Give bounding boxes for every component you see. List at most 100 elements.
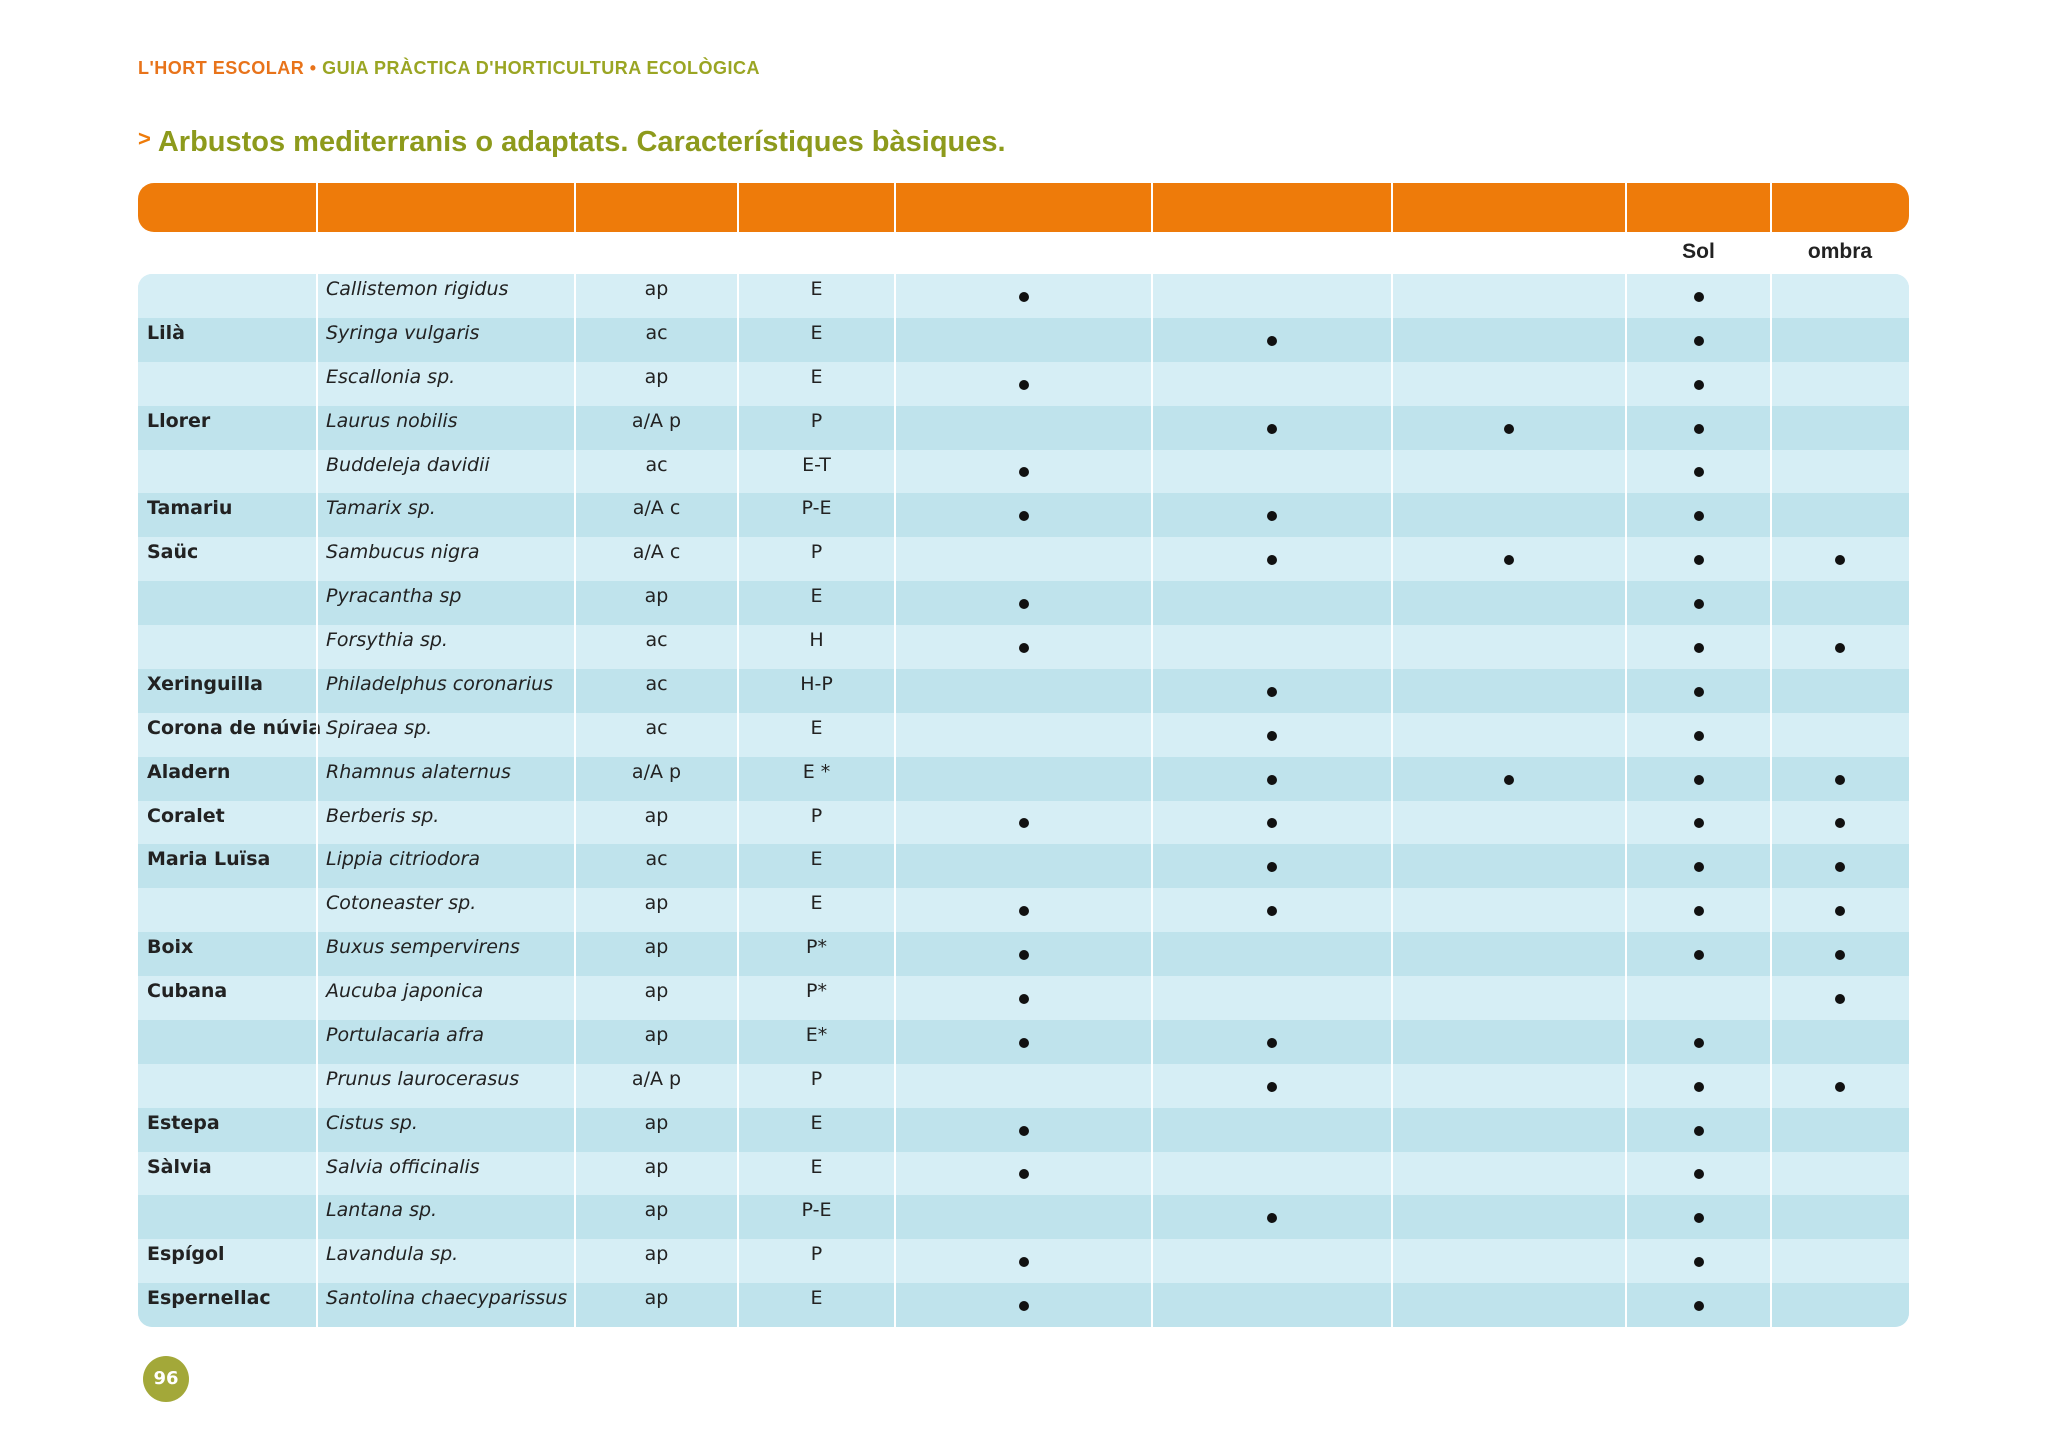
common-name: Espernellac bbox=[147, 1287, 271, 1310]
dot bbox=[1018, 1169, 1029, 1180]
column-divider bbox=[1625, 274, 1627, 1327]
page-number: 96 bbox=[143, 1356, 189, 1402]
guide-title: GUIA PRÀCTICA D'HORTICULTURA ECOLÒGICA bbox=[322, 58, 761, 78]
row-band bbox=[138, 537, 1909, 582]
dot bbox=[1018, 291, 1029, 302]
species: Portulacaria afra bbox=[326, 1023, 484, 1046]
separator: • bbox=[309, 58, 317, 78]
dot bbox=[1835, 862, 1845, 873]
common-name: Sàlvia bbox=[147, 1155, 212, 1178]
species: Cistus sp. bbox=[326, 1111, 418, 1134]
habit: ap bbox=[644, 1023, 669, 1046]
habit: ap bbox=[644, 1155, 669, 1178]
dot bbox=[1693, 774, 1704, 785]
dot bbox=[1693, 1257, 1704, 1268]
header-divider bbox=[574, 183, 576, 232]
dot bbox=[1693, 335, 1704, 346]
column-divider bbox=[1391, 274, 1393, 1327]
row-band bbox=[138, 756, 1909, 801]
habit: a/A p bbox=[631, 760, 682, 783]
dot bbox=[1504, 555, 1514, 566]
dot bbox=[1018, 906, 1029, 917]
species: Lavandula sp. bbox=[326, 1243, 459, 1266]
dot bbox=[1504, 774, 1514, 785]
dot bbox=[1693, 1037, 1704, 1048]
dot bbox=[1835, 818, 1845, 829]
habit: ap bbox=[644, 278, 669, 300]
dot bbox=[1018, 950, 1029, 961]
dot bbox=[1018, 1037, 1029, 1048]
leaf: P bbox=[810, 1067, 823, 1090]
leaf: P bbox=[810, 541, 823, 564]
dot bbox=[1018, 642, 1029, 653]
species: Laurus nobilis bbox=[326, 409, 458, 432]
species: Tamarix sp. bbox=[326, 497, 436, 520]
dot bbox=[1018, 1301, 1029, 1312]
header-divider bbox=[894, 183, 896, 232]
leaf: P bbox=[810, 1243, 823, 1266]
habit: ap bbox=[644, 804, 669, 827]
common-name: Tamariu bbox=[147, 497, 233, 520]
dot bbox=[1018, 379, 1029, 390]
leaf: H bbox=[809, 629, 824, 651]
common-name: Boix bbox=[147, 936, 194, 959]
dot bbox=[1835, 1081, 1845, 1092]
leaf: E bbox=[810, 1287, 823, 1310]
header-divider bbox=[1625, 183, 1627, 232]
dot bbox=[1693, 686, 1704, 697]
title-text: Arbustos mediterranis o adaptats. Caract… bbox=[157, 126, 1006, 158]
dot bbox=[1693, 555, 1704, 566]
common-name: Cubana bbox=[147, 980, 228, 1002]
leaf: E bbox=[810, 848, 823, 871]
dot bbox=[1693, 818, 1704, 829]
dot bbox=[1693, 1081, 1704, 1092]
dot bbox=[1267, 335, 1277, 346]
leaf: E bbox=[810, 278, 823, 300]
dot bbox=[1835, 906, 1845, 917]
habit: ap bbox=[644, 365, 669, 388]
dot bbox=[1018, 818, 1029, 829]
row-band bbox=[138, 405, 1909, 450]
row-band bbox=[138, 1063, 1909, 1108]
header-divider bbox=[737, 183, 739, 232]
habit: ac bbox=[645, 716, 668, 739]
dot bbox=[1267, 818, 1277, 829]
dot bbox=[1267, 730, 1277, 741]
column-divider bbox=[574, 274, 576, 1327]
species: Prunus laurocerasus bbox=[326, 1067, 520, 1090]
row-band bbox=[138, 317, 1909, 362]
table-body: Callistemon rigidus ap E Lilà Syringa vulgar… bbox=[138, 274, 1909, 1327]
dot bbox=[1267, 686, 1277, 697]
species: Callistemon rigidus bbox=[326, 278, 509, 300]
species: Buddeleja davidii bbox=[326, 453, 490, 476]
dot bbox=[1693, 379, 1704, 390]
species: Escallonia sp. bbox=[326, 365, 456, 388]
leaf: P-E bbox=[801, 1199, 832, 1222]
dot bbox=[1018, 1257, 1029, 1268]
habit: ap bbox=[644, 936, 669, 959]
common-name: Lilà bbox=[147, 321, 185, 344]
dot bbox=[1693, 467, 1704, 478]
table-header-bar bbox=[138, 183, 1909, 232]
dot bbox=[1018, 1125, 1029, 1136]
dot bbox=[1018, 467, 1029, 478]
habit: ap bbox=[644, 1287, 669, 1310]
dot bbox=[1693, 511, 1704, 522]
common-name: Saüc bbox=[147, 541, 199, 564]
dot bbox=[1693, 1301, 1704, 1312]
habit: ac bbox=[645, 629, 668, 651]
species: Berberis sp. bbox=[326, 804, 440, 827]
dot bbox=[1835, 950, 1845, 961]
book-title: L'HORT ESCOLAR bbox=[138, 58, 305, 78]
column-divider bbox=[1770, 274, 1772, 1327]
column-divider bbox=[316, 274, 318, 1327]
common-name: Estepa bbox=[147, 1111, 220, 1134]
species: Spiraea sp. bbox=[326, 716, 433, 739]
common-name: Espígol bbox=[147, 1243, 225, 1266]
species: Sambucus nigra bbox=[326, 541, 480, 564]
dot bbox=[1267, 1081, 1277, 1092]
species: Rhamnus alaternus bbox=[326, 760, 511, 783]
species: Philadelphus coronarius bbox=[326, 672, 554, 695]
dot bbox=[1267, 1213, 1277, 1224]
leaf: E bbox=[810, 1155, 823, 1178]
